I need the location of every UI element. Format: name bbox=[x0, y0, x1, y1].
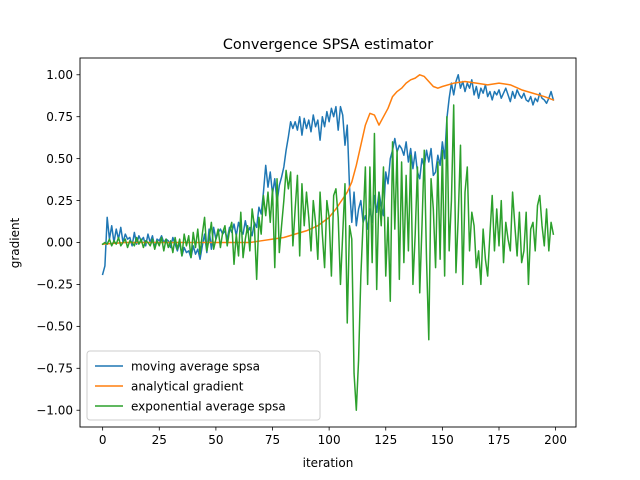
y-axis-label: gradient bbox=[8, 217, 22, 268]
y-tick-label: −0.25 bbox=[36, 278, 73, 292]
x-tick-label: 175 bbox=[488, 433, 511, 447]
plot-layer bbox=[101, 74, 555, 411]
y-tick-label: −0.50 bbox=[36, 320, 73, 334]
x-tick-label: 0 bbox=[99, 433, 107, 447]
y-tick-label: 0.00 bbox=[46, 236, 73, 250]
x-tick-label: 25 bbox=[152, 433, 167, 447]
y-tick-label: 1.00 bbox=[46, 68, 73, 82]
x-tick-label: 50 bbox=[208, 433, 223, 447]
x-tick-label: 150 bbox=[431, 433, 454, 447]
y-tick-label: −0.75 bbox=[36, 361, 73, 375]
y-tick-label: 0.50 bbox=[46, 152, 73, 166]
legend: moving average spsa analytical gradient ex… bbox=[86, 350, 321, 421]
series-line-1 bbox=[101, 74, 555, 245]
series-line-2 bbox=[101, 104, 555, 411]
legend-label-1: analytical gradient bbox=[131, 379, 244, 393]
legend-label-0: moving average spsa bbox=[131, 359, 260, 373]
legend-label-2: exponential average spsa bbox=[131, 399, 286, 413]
y-tick-label: −1.00 bbox=[36, 403, 73, 417]
x-tick-label: 200 bbox=[544, 433, 567, 447]
ticks-layer: 0 25 50 75 100 125 150 175 200 −1.00 −0.75 −0.50 −0.… bbox=[36, 68, 567, 447]
x-tick-label: 75 bbox=[265, 433, 280, 447]
x-tick-label: 100 bbox=[318, 433, 341, 447]
y-tick-label: 0.75 bbox=[46, 110, 73, 124]
y-tick-label: 0.25 bbox=[46, 194, 73, 208]
chart-title: Convergence SPSA estimator bbox=[223, 37, 433, 53]
legend-box bbox=[86, 350, 321, 421]
x-tick-label: 125 bbox=[374, 433, 397, 447]
x-axis-label: iteration bbox=[303, 456, 354, 470]
